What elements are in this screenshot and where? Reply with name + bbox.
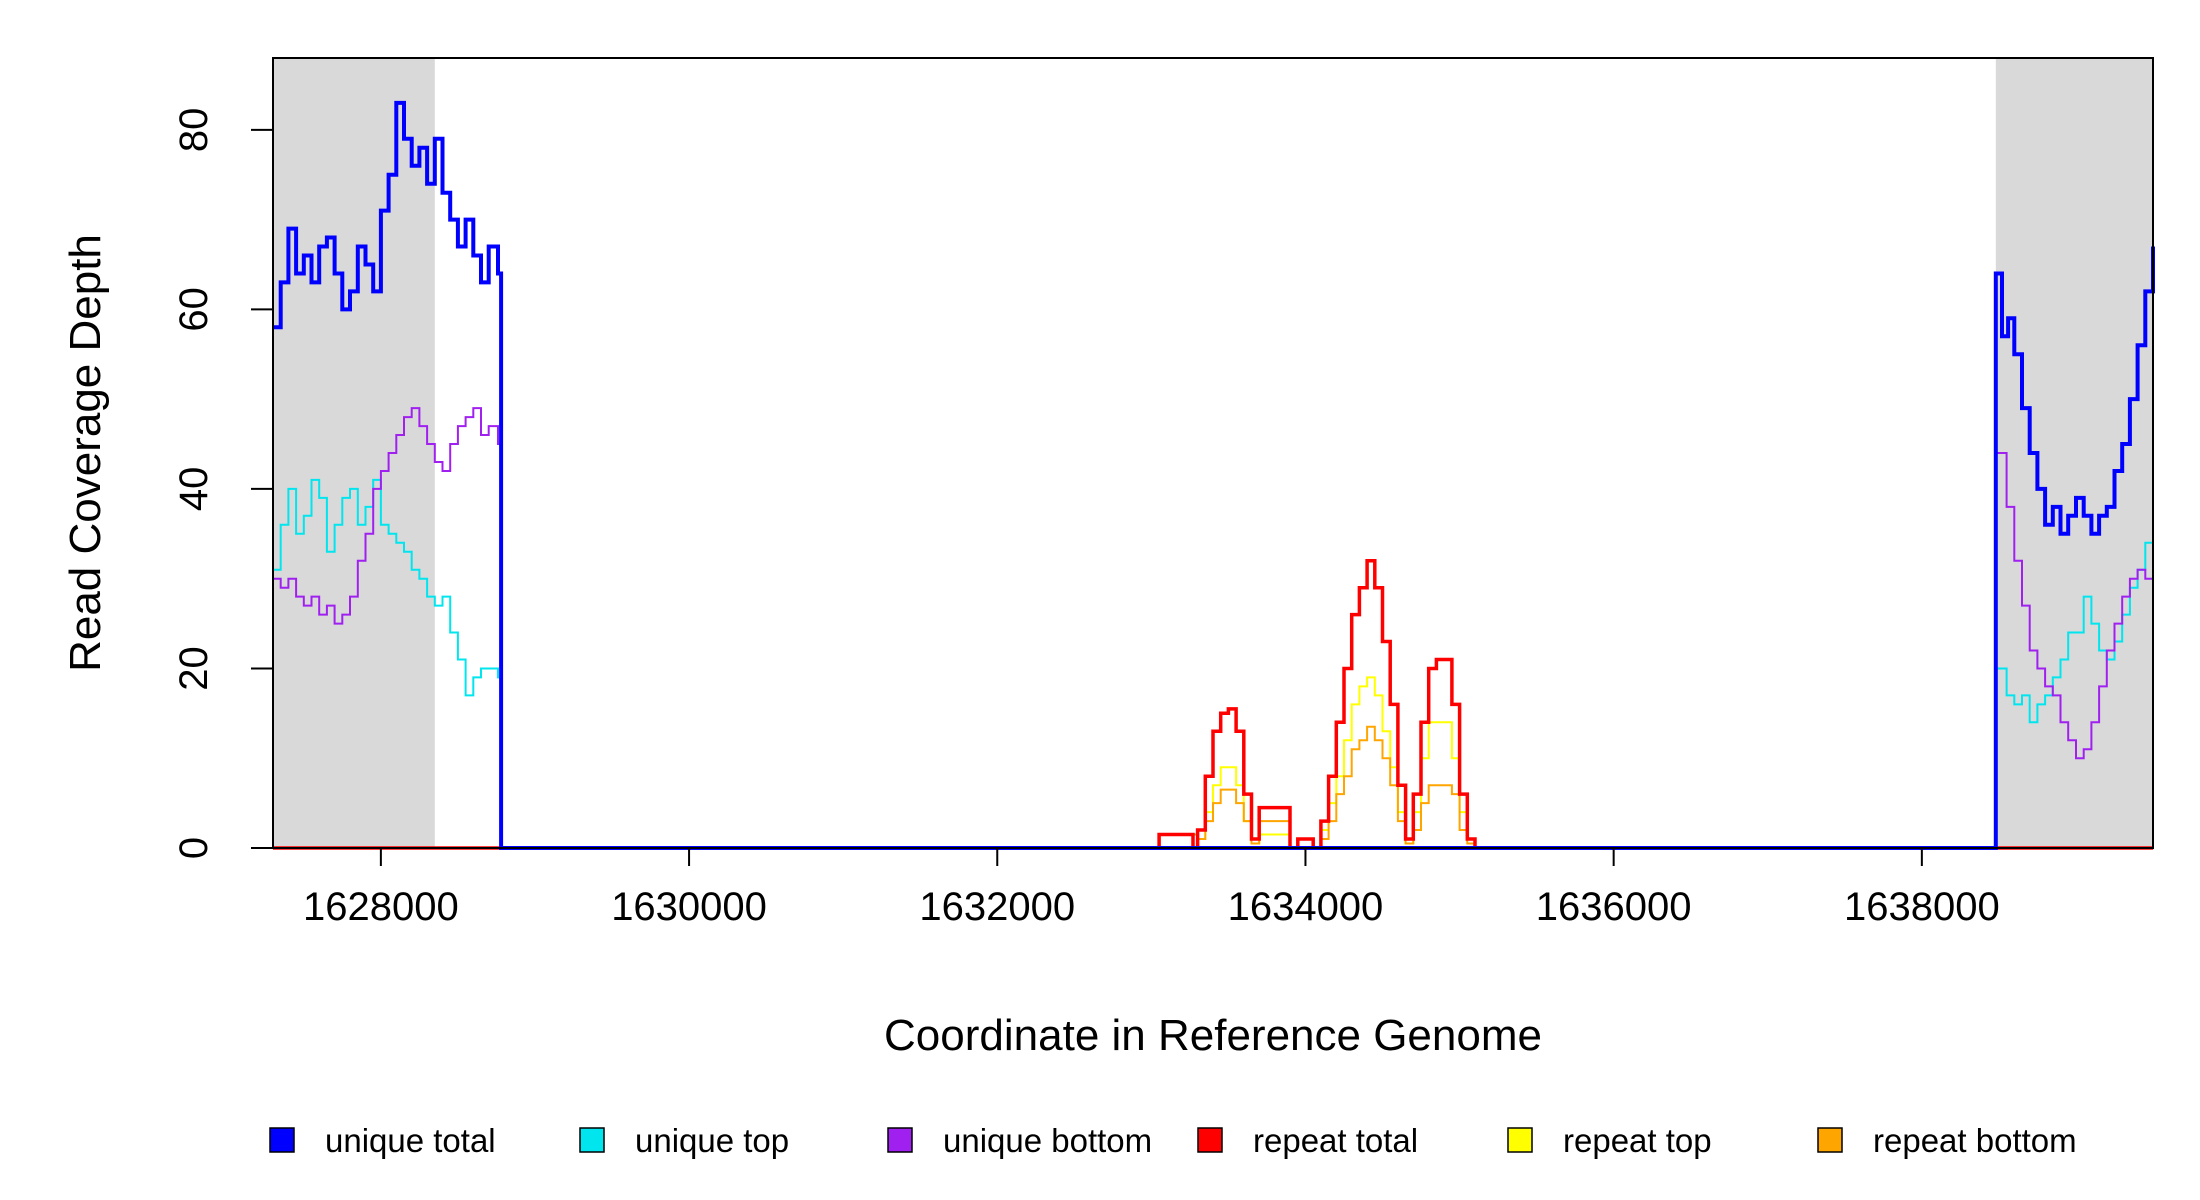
x-axis-title: Coordinate in Reference Genome: [884, 1011, 1542, 1060]
legend-item-unique-bottom: unique bottom: [887, 1122, 1152, 1159]
legend-label: unique total: [325, 1122, 496, 1159]
x-tick-label: 1630000: [611, 885, 767, 929]
legend-swatch: [887, 1127, 913, 1153]
y-tick-label: 40: [172, 467, 216, 512]
y-tick-label: 60: [172, 287, 216, 332]
shaded-regions: [273, 58, 2153, 848]
series-repeat-bottom: [273, 725, 2153, 849]
series-repeat-total: [273, 558, 2153, 850]
legend-label: unique bottom: [943, 1122, 1152, 1159]
legend-item-unique-total: unique total: [269, 1122, 496, 1159]
series-unique-top: [273, 478, 2154, 849]
x-tick-label: 1634000: [1228, 885, 1384, 929]
y-tick-label: 80: [172, 108, 216, 153]
series-unique-total: [273, 100, 2155, 850]
legend-item-repeat-top: repeat top: [1507, 1122, 1712, 1159]
legend-swatch: [1197, 1127, 1223, 1153]
legend-item-repeat-total: repeat total: [1197, 1122, 1418, 1159]
legend-label: repeat top: [1563, 1122, 1712, 1159]
x-tick-label: 1636000: [1536, 885, 1692, 929]
x-tick-label: 1632000: [919, 885, 1075, 929]
legend-item-repeat-bottom: repeat bottom: [1817, 1122, 2077, 1159]
legend-label: repeat bottom: [1873, 1122, 2077, 1159]
axes: 1628000 1630000 1632000 1634000 1636000 16380…: [172, 108, 2000, 929]
x-tick-label: 1628000: [303, 885, 459, 929]
x-tick-label: 1638000: [1844, 885, 2000, 929]
legend-swatch: [269, 1127, 295, 1153]
series-repeat-top: [273, 676, 2153, 849]
legend: unique total unique top unique bottom repea…: [269, 1122, 2077, 1159]
series-lines: [273, 100, 2155, 850]
y-tick-label: 0: [172, 837, 216, 859]
legend-swatch: [1817, 1127, 1843, 1153]
shaded-region-2: [1995, 58, 2153, 848]
legend-label: repeat total: [1253, 1122, 1418, 1159]
shaded-region-1: [273, 58, 435, 848]
y-axis-title: Read Coverage Depth: [61, 234, 110, 672]
y-tick-label: 20: [172, 646, 216, 691]
legend-swatch: [579, 1127, 605, 1153]
legend-swatch: [1507, 1127, 1533, 1153]
legend-item-unique-top: unique top: [579, 1122, 789, 1159]
plot-frame: [272, 57, 2154, 849]
legend-label: unique top: [635, 1122, 789, 1159]
series-unique-bottom: [273, 407, 2153, 849]
